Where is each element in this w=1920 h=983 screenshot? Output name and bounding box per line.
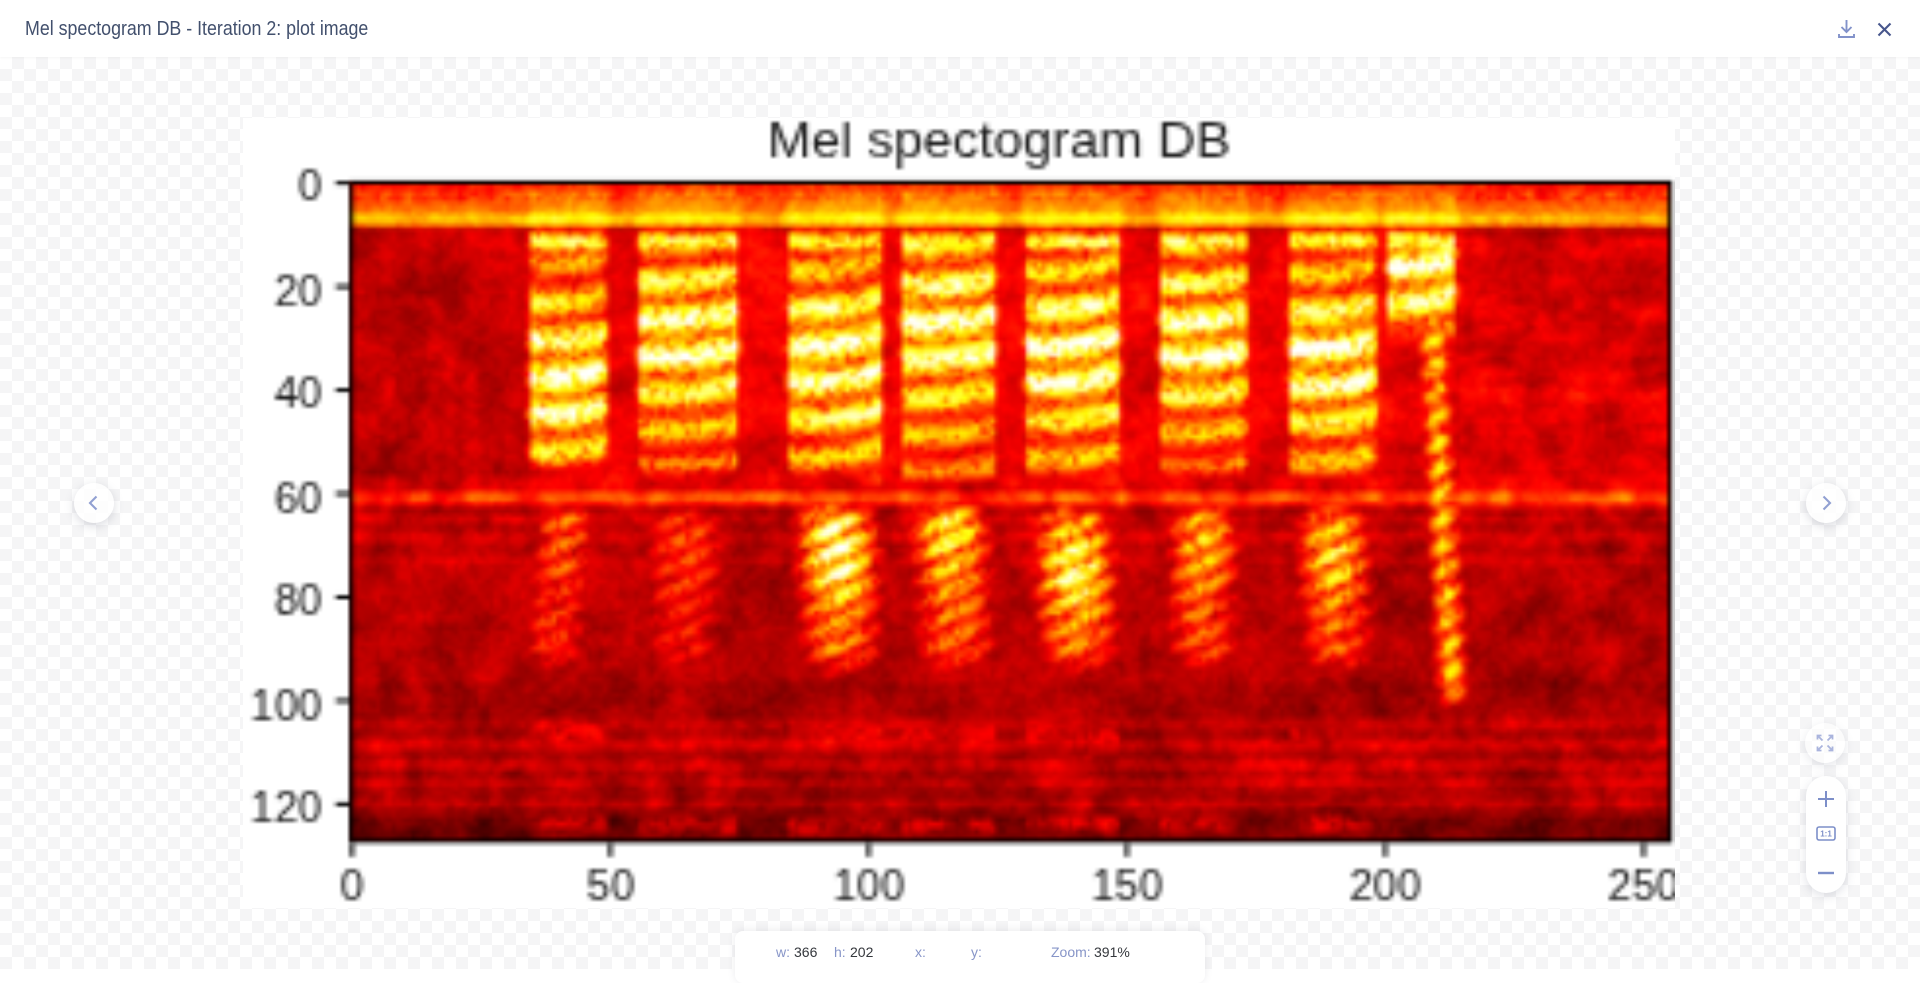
svg-text:1:1: 1:1 <box>1820 830 1832 839</box>
